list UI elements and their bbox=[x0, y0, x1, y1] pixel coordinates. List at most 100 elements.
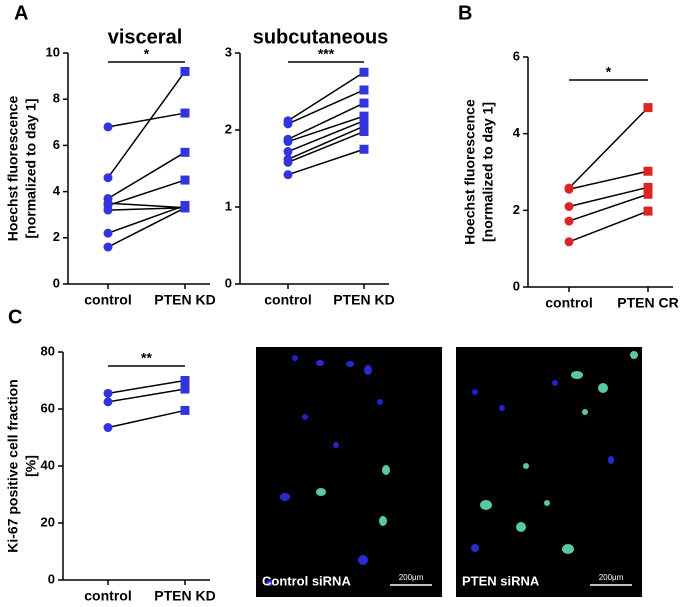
control-point bbox=[564, 202, 574, 211]
control-point bbox=[283, 170, 293, 180]
pair-line bbox=[568, 193, 649, 222]
chart-title: subcutaneous bbox=[253, 26, 389, 48]
treated-point bbox=[180, 384, 190, 394]
chart-title: visceral bbox=[108, 26, 183, 48]
y-axis-label: [%] bbox=[23, 455, 39, 477]
y-tick-label: 1 bbox=[225, 198, 232, 213]
x-tick-label: PTEN CR bbox=[617, 295, 678, 311]
pair-line bbox=[287, 120, 365, 153]
y-tick-label: 40 bbox=[41, 457, 55, 472]
y-tick-label: 8 bbox=[53, 91, 60, 106]
treated-point bbox=[180, 147, 190, 157]
y-tick-label: 10 bbox=[46, 44, 60, 59]
y-tick-label: 4 bbox=[53, 183, 61, 198]
y-tick-label: 3 bbox=[225, 44, 232, 59]
pair-line bbox=[568, 186, 649, 208]
pair-line bbox=[107, 388, 186, 403]
control-point bbox=[283, 119, 293, 129]
microscopy-image bbox=[256, 347, 442, 597]
control-point bbox=[283, 157, 293, 167]
treated-point bbox=[180, 376, 190, 385]
y-axis-label: [normalized to day 1] bbox=[480, 102, 496, 242]
y-tick-label: 6 bbox=[513, 48, 520, 63]
control-point bbox=[103, 205, 113, 215]
treated-point bbox=[643, 182, 653, 192]
y-axis-label: Hoechst fluorescence bbox=[462, 99, 478, 245]
pair-line bbox=[287, 148, 365, 176]
y-tick-label: 2 bbox=[513, 202, 520, 217]
pair-line bbox=[568, 170, 649, 190]
image-label: PTEN siRNA bbox=[462, 573, 540, 588]
y-tick-label: 0 bbox=[48, 571, 55, 586]
control-point bbox=[283, 147, 293, 157]
pair-line bbox=[107, 202, 186, 209]
pair-line bbox=[107, 71, 186, 179]
significance-label: *** bbox=[318, 46, 335, 62]
significance-label: ** bbox=[141, 350, 152, 366]
x-tick-label: control bbox=[84, 292, 131, 308]
pair-line bbox=[107, 112, 186, 128]
y-axis-label: [normalized to day 1] bbox=[23, 98, 39, 238]
panel-letter: A bbox=[14, 2, 28, 24]
y-tick-label: 0 bbox=[225, 275, 232, 290]
y-tick-label: 2 bbox=[225, 121, 232, 136]
pair-line bbox=[568, 210, 649, 243]
treated-point bbox=[359, 144, 369, 154]
treated-point bbox=[359, 67, 369, 77]
pair-line bbox=[287, 89, 365, 125]
pair-line bbox=[107, 207, 186, 211]
pair-line bbox=[107, 151, 186, 200]
scale-label: 200µm bbox=[399, 573, 424, 582]
y-axis-label: Hoechst fluorescence bbox=[5, 96, 21, 242]
treated-point bbox=[180, 203, 190, 213]
pair-line bbox=[287, 115, 365, 143]
y-tick-label: 0 bbox=[513, 278, 520, 293]
panel-letter: B bbox=[458, 2, 472, 24]
control-point bbox=[564, 184, 574, 194]
pair-line bbox=[107, 409, 186, 429]
control-point bbox=[103, 397, 113, 407]
scale-label: 200µm bbox=[599, 573, 624, 582]
pair-line bbox=[107, 179, 186, 207]
control-point bbox=[283, 137, 293, 147]
treated-point bbox=[359, 116, 369, 126]
treated-point bbox=[359, 111, 369, 121]
x-tick-label: control bbox=[84, 588, 131, 604]
control-point bbox=[103, 242, 113, 252]
control-point bbox=[103, 122, 113, 132]
treated-point bbox=[359, 121, 369, 131]
treated-point bbox=[643, 189, 653, 199]
control-point bbox=[103, 228, 113, 238]
pair-line bbox=[287, 125, 365, 160]
control-point bbox=[103, 388, 113, 398]
y-tick-label: 4 bbox=[513, 125, 521, 140]
treated-point bbox=[643, 166, 653, 176]
treated-point bbox=[643, 103, 653, 113]
treated-point bbox=[359, 85, 369, 95]
microscopy-image bbox=[456, 347, 642, 597]
control-point bbox=[103, 173, 113, 183]
x-tick-label: PTEN KD bbox=[154, 292, 215, 308]
panel-letter: C bbox=[8, 306, 22, 328]
treated-point bbox=[359, 98, 369, 108]
y-tick-label: 0 bbox=[53, 275, 60, 290]
treated-point bbox=[180, 108, 190, 118]
x-tick-label: control bbox=[264, 292, 311, 308]
control-point bbox=[564, 216, 574, 226]
y-tick-label: 80 bbox=[41, 343, 55, 358]
significance-label: * bbox=[606, 64, 612, 80]
pair-line bbox=[107, 379, 186, 395]
x-tick-label: control bbox=[545, 295, 592, 311]
pair-line bbox=[107, 204, 186, 234]
treated-point bbox=[180, 66, 190, 76]
y-tick-label: 20 bbox=[41, 514, 55, 529]
treated-point bbox=[180, 405, 190, 415]
y-tick-label: 2 bbox=[53, 229, 60, 244]
x-tick-label: PTEN KD bbox=[154, 588, 215, 604]
x-tick-label: PTEN KD bbox=[333, 292, 394, 308]
significance-label: * bbox=[144, 46, 150, 62]
treated-point bbox=[359, 127, 369, 137]
pair-line bbox=[287, 71, 365, 122]
pair-line bbox=[287, 130, 365, 164]
